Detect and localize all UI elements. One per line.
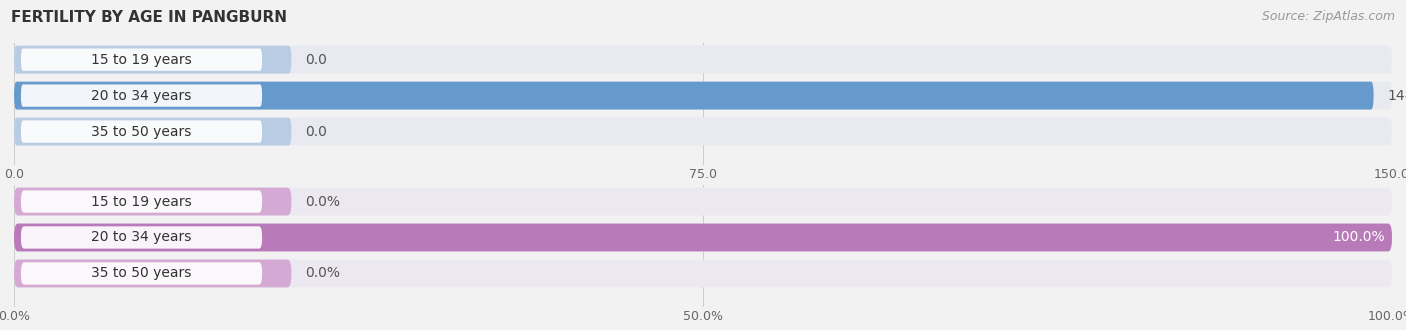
Text: Source: ZipAtlas.com: Source: ZipAtlas.com bbox=[1261, 10, 1395, 23]
FancyBboxPatch shape bbox=[14, 82, 1392, 110]
Text: 35 to 50 years: 35 to 50 years bbox=[91, 266, 191, 280]
FancyBboxPatch shape bbox=[14, 223, 1392, 251]
FancyBboxPatch shape bbox=[14, 46, 291, 74]
Text: 148.0: 148.0 bbox=[1388, 88, 1406, 103]
Text: 20 to 34 years: 20 to 34 years bbox=[91, 230, 191, 245]
Text: 35 to 50 years: 35 to 50 years bbox=[91, 124, 191, 139]
Text: 20 to 34 years: 20 to 34 years bbox=[91, 88, 191, 103]
FancyBboxPatch shape bbox=[14, 259, 291, 287]
FancyBboxPatch shape bbox=[14, 259, 1392, 287]
Text: 0.0%: 0.0% bbox=[305, 266, 340, 280]
Text: 0.0%: 0.0% bbox=[305, 194, 340, 209]
FancyBboxPatch shape bbox=[21, 226, 262, 248]
FancyBboxPatch shape bbox=[21, 84, 262, 107]
FancyBboxPatch shape bbox=[21, 190, 262, 213]
FancyBboxPatch shape bbox=[14, 117, 1392, 146]
Text: 15 to 19 years: 15 to 19 years bbox=[91, 194, 191, 209]
Text: 0.0: 0.0 bbox=[305, 124, 328, 139]
Text: 15 to 19 years: 15 to 19 years bbox=[91, 52, 191, 67]
FancyBboxPatch shape bbox=[21, 49, 262, 71]
FancyBboxPatch shape bbox=[21, 262, 262, 284]
Text: 0.0: 0.0 bbox=[305, 52, 328, 67]
FancyBboxPatch shape bbox=[14, 223, 1392, 251]
FancyBboxPatch shape bbox=[14, 187, 291, 215]
FancyBboxPatch shape bbox=[14, 117, 291, 146]
FancyBboxPatch shape bbox=[14, 82, 1374, 110]
Text: FERTILITY BY AGE IN PANGBURN: FERTILITY BY AGE IN PANGBURN bbox=[11, 10, 287, 25]
Text: 100.0%: 100.0% bbox=[1333, 230, 1385, 245]
FancyBboxPatch shape bbox=[14, 187, 1392, 215]
FancyBboxPatch shape bbox=[14, 46, 1392, 74]
FancyBboxPatch shape bbox=[21, 120, 262, 143]
